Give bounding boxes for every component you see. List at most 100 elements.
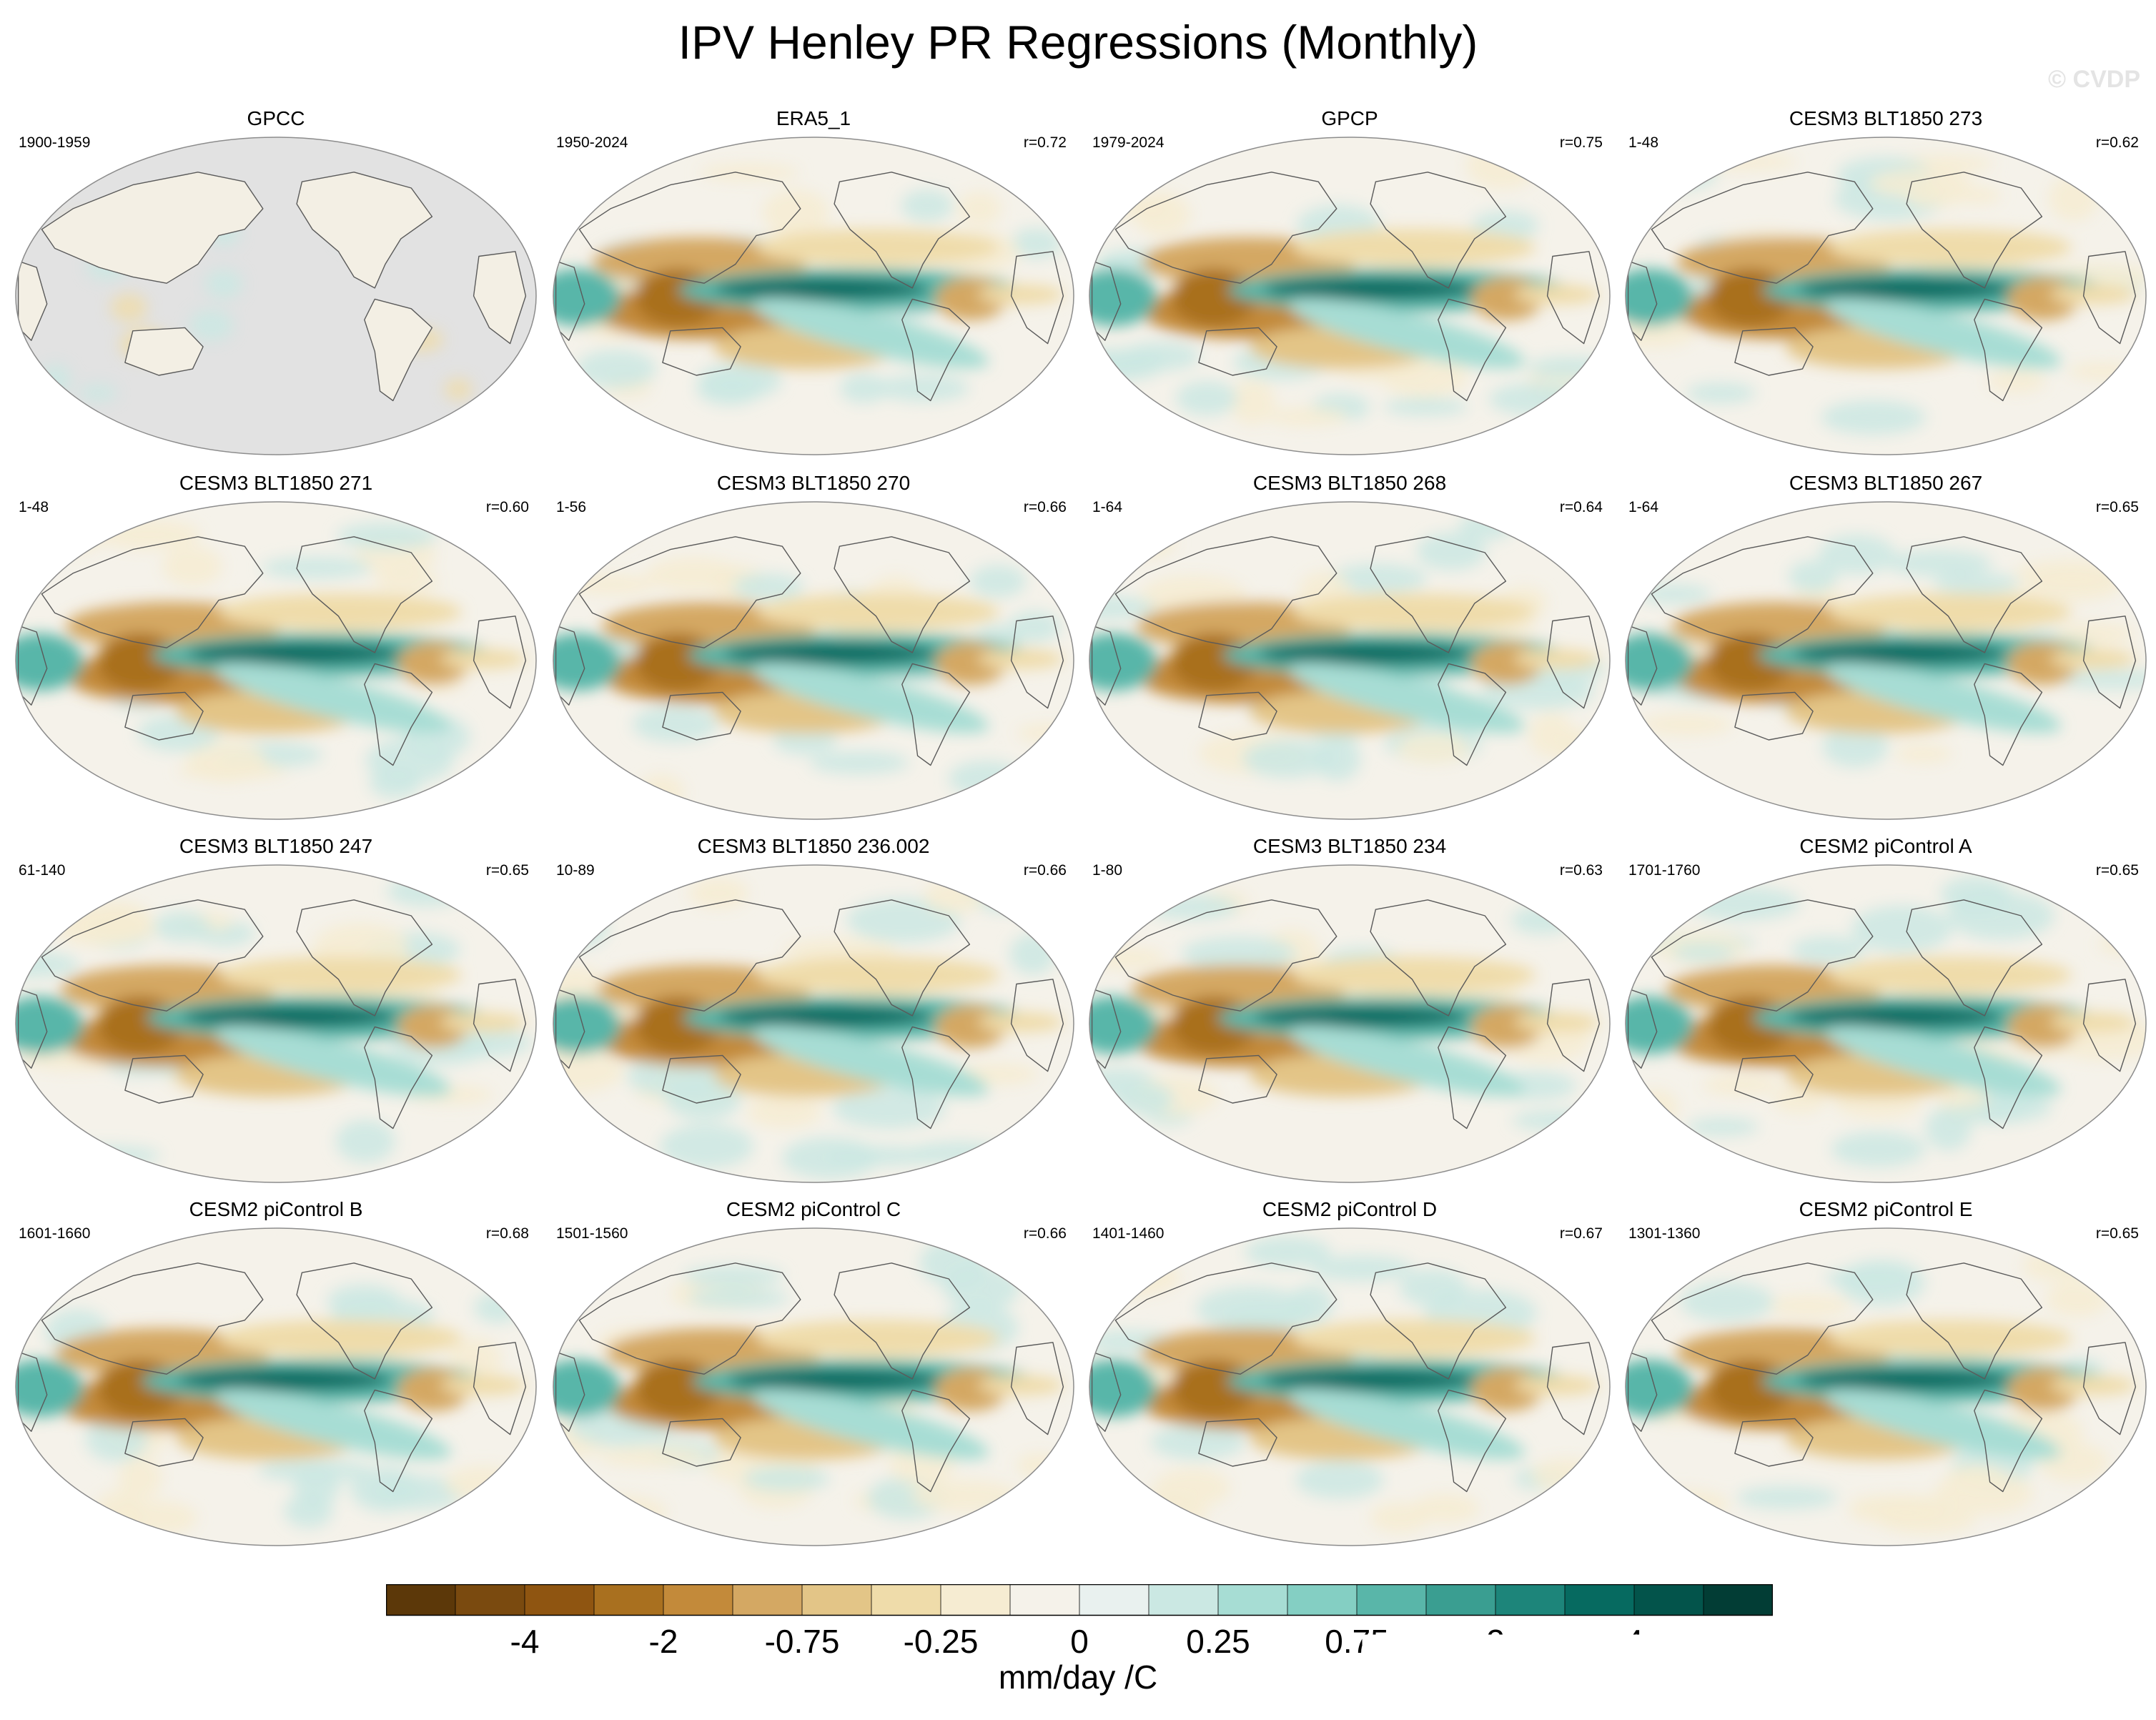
map-canvas [545,832,1082,1190]
weak-anomaly [1894,744,1952,763]
panel-title: CESM2 piControl A [1617,835,2155,858]
panel-pattern-correlation: r=0.65 [2096,499,2139,516]
wet-core [1797,1368,2012,1391]
atlantic-dry [978,1012,1064,1032]
panel-pattern-correlation: r=0.66 [1024,499,1067,516]
ocean-background [16,137,536,455]
panel-title: CESM3 BLT1850 268 [1081,472,1618,495]
panel-period: 1-48 [1628,134,1658,152]
colorbar-swatch [1149,1584,1219,1616]
colorbar-tick-label: 0.75 [1325,1621,1389,1661]
map-canvas [7,1195,545,1553]
panel-title: GPCP [1081,107,1618,130]
wet-core [1793,642,2007,665]
wet-core [187,642,402,665]
panel-period: 1-56 [556,499,586,516]
panel-title: GPCC [7,107,545,130]
map-canvas [1081,832,1618,1190]
colorbar-swatch [1495,1584,1566,1616]
weak-anomaly [1554,1251,1603,1272]
weak-anomaly [154,911,211,941]
weak-anomaly [1639,154,1718,190]
wet-core [714,277,929,300]
weak-anomaly [1926,1107,1972,1150]
weak-anomaly [1686,382,1756,403]
map-panel: CESM3 BLT1850 247 61-140 r=0.65 [7,832,545,1190]
map-canvas [7,832,545,1190]
weak-anomaly [1017,723,1079,742]
weak-anomaly [1081,1131,1139,1166]
weak-anomaly [901,189,953,222]
weak-anomaly [555,1494,668,1530]
weak-anomaly [474,1293,521,1323]
weak-anomaly [699,164,800,181]
weak-anomaly [733,573,803,600]
atlantic-dry [978,1375,1064,1395]
panel-pattern-correlation: r=0.68 [486,1225,529,1242]
panel-period: 1-48 [19,499,49,516]
colorbar-swatch [455,1584,525,1616]
dry-anomaly-npac [756,1320,999,1357]
weak-anomaly [1819,535,1895,575]
weak-anomaly [1947,891,2054,939]
weak-anomaly [747,1095,822,1128]
panel-pattern-correlation: r=0.60 [486,499,529,516]
atlantic-dry [1514,1012,1600,1032]
weak-anomaly [1081,877,1158,911]
map-panel: CESM2 piControl E 1301-1360 r=0.65 [1617,1195,2155,1553]
colorbar-tick-label: -2 [649,1621,678,1661]
weak-anomaly [1686,153,1797,170]
atlantic-dry [440,1012,526,1032]
wet-core [1262,1368,1477,1391]
map-canvas [7,469,545,826]
colorbar [386,1584,1773,1618]
weak-anomaly [660,1124,753,1168]
colorbar-swatch [594,1584,664,1616]
weak-anomaly [569,399,612,435]
colorbar-swatch [1565,1584,1635,1616]
panel-title: CESM2 piControl B [7,1198,545,1221]
dry-anomaly-npac [1292,1320,1536,1357]
wet-core [177,1368,392,1391]
panel-pattern-correlation: r=0.75 [1560,134,1603,152]
panel-pattern-correlation: r=0.62 [2096,134,2139,152]
weak-anomaly [335,1120,395,1162]
panel-title: CESM2 piControl C [545,1198,1082,1221]
map-panel: CESM2 piControl B 1601-1660 r=0.68 [7,1195,545,1553]
dry-anomaly-npac [756,957,999,994]
atlantic-dry [440,649,526,669]
weak-anomaly [1458,513,1513,540]
map-panel: CESM2 piControl C 1501-1560 r=0.66 [545,1195,1082,1553]
map-canvas [1617,469,2155,826]
dry-anomaly-npac [1829,229,2072,266]
dry-anomaly-npac [219,1320,462,1357]
weak-anomaly [1106,525,1176,559]
dry-anomaly-npac [756,593,999,631]
dry-anomaly-npac [219,957,462,994]
weak-anomaly [984,1506,1056,1532]
colorbar-tick-label: 2 [1486,1621,1505,1661]
panel-title: CESM3 BLT1850 234 [1081,835,1618,858]
colorbar-swatch [525,1584,595,1616]
weak-anomaly [1267,407,1348,426]
map-canvas [545,469,1082,826]
weak-anomaly [1559,729,1607,774]
weak-anomaly [743,1466,829,1491]
dry-anomaly-npac [1829,957,2072,994]
page-title: IPV Henley PR Regressions (Monthly) [0,10,2156,74]
dry-anomaly-npac [1292,229,1536,266]
dry-anomaly-npac [1292,593,1536,631]
panel-pattern-correlation: r=0.67 [1560,1225,1603,1242]
weak-anomaly [1197,1286,1307,1331]
weak-anomaly [1296,1460,1384,1498]
weak-anomaly [119,1457,162,1499]
land-anomaly [111,294,147,322]
map-canvas [1081,104,1618,462]
atlantic-dry [2050,1012,2136,1032]
weak-anomaly [876,375,969,402]
panel-period: 1301-1360 [1628,1225,1700,1242]
weak-anomaly [949,761,1023,796]
wet-core [1798,277,2012,300]
map-canvas [1081,469,1618,826]
colorbar-swatch [1287,1584,1358,1616]
